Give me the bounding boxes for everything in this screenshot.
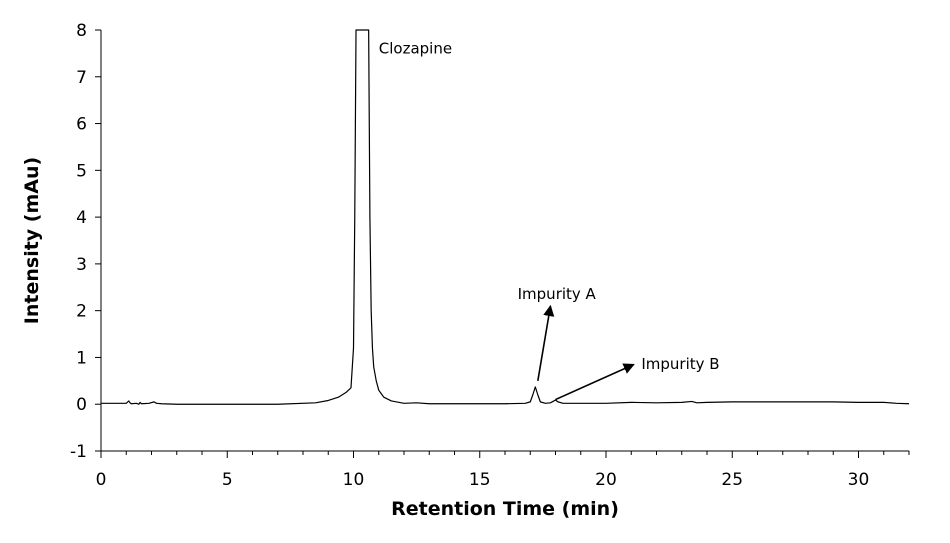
series-layer xyxy=(101,29,910,405)
y-tick-label: 5 xyxy=(76,161,87,181)
x-tick-label: 30 xyxy=(848,470,870,490)
x-tick-label: 25 xyxy=(721,470,743,490)
x-axis-ticks: 0 5 10 15 20 25 30 xyxy=(96,451,910,490)
x-tick-label: 5 xyxy=(222,470,233,490)
y-tick-label: 0 xyxy=(76,395,87,415)
y-tick-label: 8 xyxy=(76,21,87,41)
y-tick-label: -1 xyxy=(70,442,87,462)
series-line-1 xyxy=(101,29,910,405)
y-tick-label: 6 xyxy=(76,115,87,135)
annotation-arrow xyxy=(555,363,635,401)
annotation-label: Impurity B xyxy=(641,355,719,373)
y-axis-title: Intensity (mAu) xyxy=(21,157,43,324)
x-tick-label: 10 xyxy=(343,470,365,490)
y-tick-label: 2 xyxy=(76,302,87,322)
y-tick-label: 1 xyxy=(76,348,87,368)
x-tick-label: 15 xyxy=(469,470,491,490)
annotation-label: Impurity A xyxy=(518,285,597,303)
x-tick-label: 20 xyxy=(595,470,617,490)
y-tick-label: 4 xyxy=(76,208,87,228)
x-tick-label: 0 xyxy=(96,470,107,490)
y-tick-label: 7 xyxy=(76,68,87,88)
y-axis-ticks: -1 0 1 2 3 4 5 6 7 8 xyxy=(70,21,101,462)
annotations-layer: Clozapine Impurity A Impurity B xyxy=(379,39,720,401)
annotation-label: Clozapine xyxy=(379,39,452,57)
x-axis-title: Retention Time (min) xyxy=(391,498,619,520)
axes xyxy=(100,30,909,452)
y-tick-label: 3 xyxy=(76,255,87,275)
annotation-arrow xyxy=(537,304,555,381)
